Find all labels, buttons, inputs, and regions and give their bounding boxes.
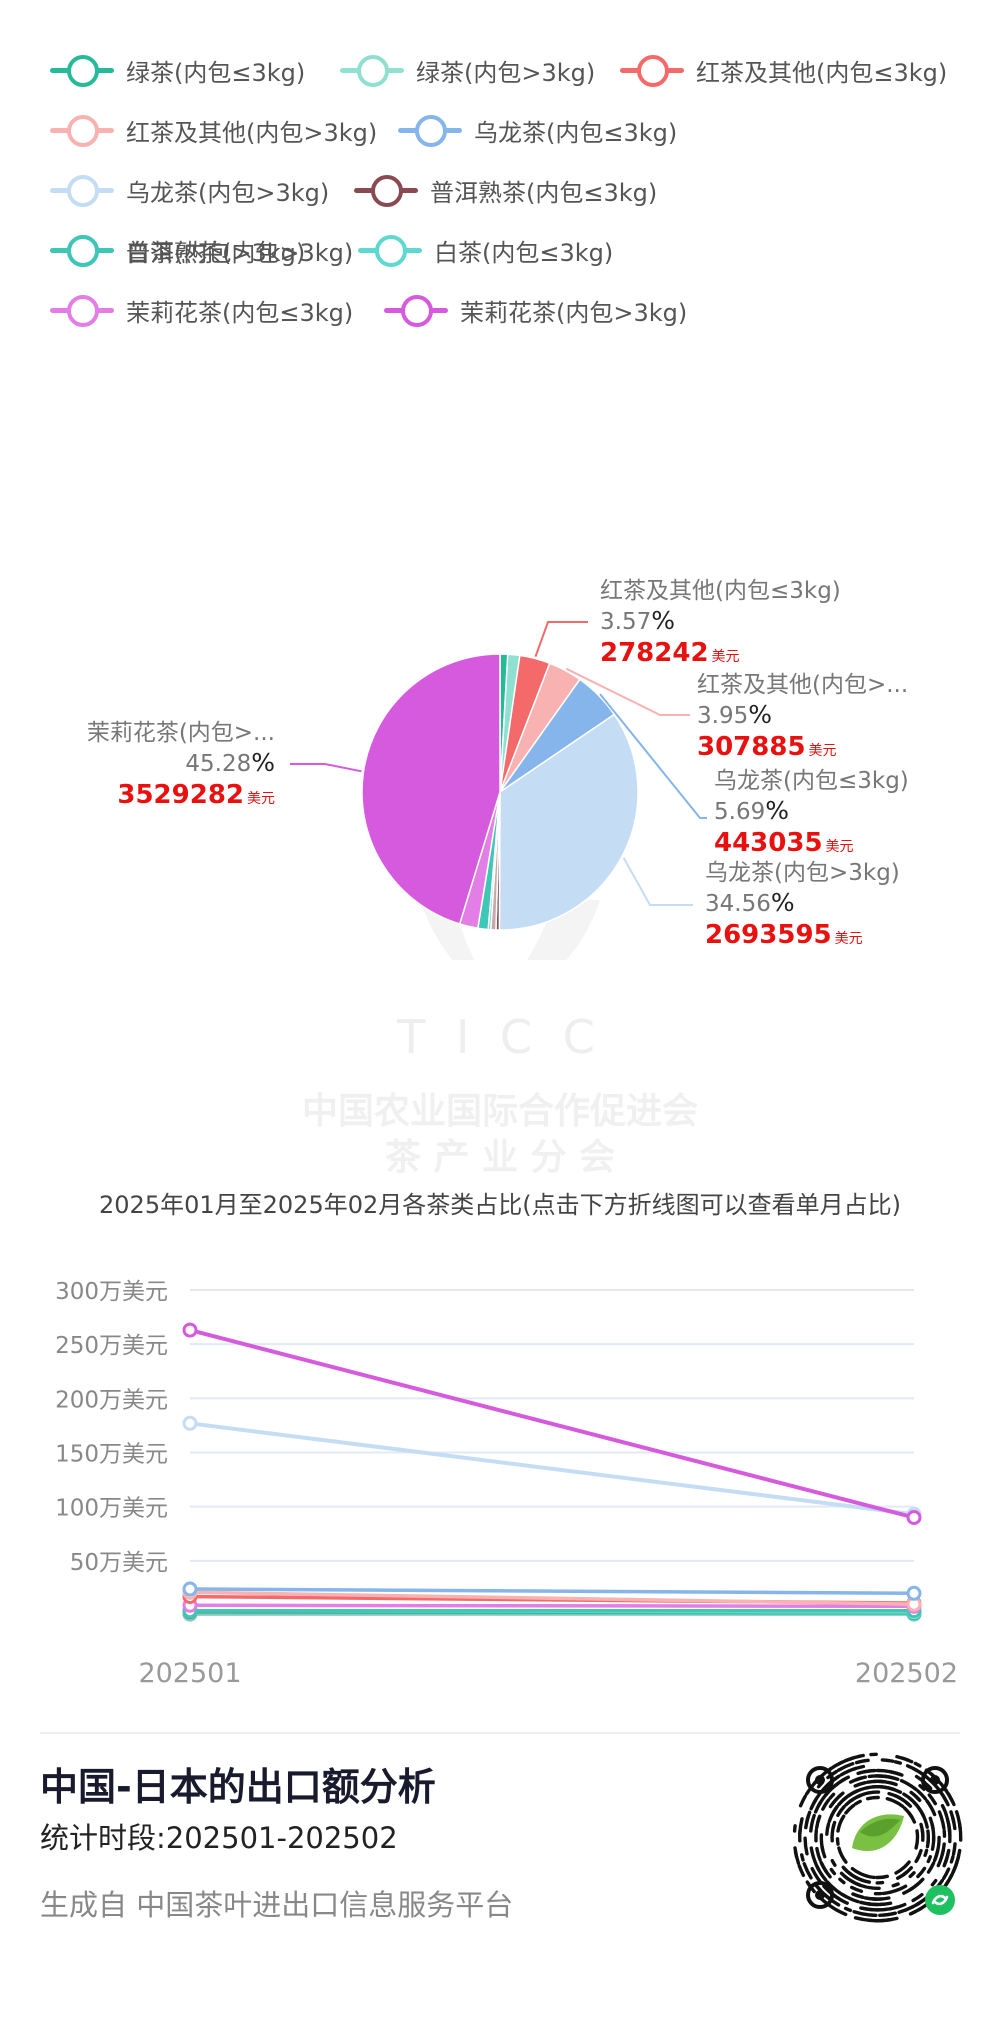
pie-slice[interactable] bbox=[361, 653, 501, 925]
legend-marker-icon bbox=[358, 235, 422, 267]
pie-label-name: 红茶及其他(内包>... bbox=[697, 672, 908, 698]
watermark-leaf-icon bbox=[420, 900, 600, 960]
legend-label: 茉莉花茶(内包≤3kg) bbox=[126, 298, 354, 327]
pie-label-line bbox=[290, 763, 362, 773]
pie-label-line bbox=[622, 857, 693, 906]
series-line[interactable] bbox=[189, 1587, 915, 1596]
watermark-org-line1: 中国农业国际合作促进会 bbox=[301, 1091, 698, 1132]
footer-title: 中国-日本的出口额分析 bbox=[40, 1765, 436, 1809]
data-point[interactable] bbox=[182, 1581, 198, 1597]
pie-label-value: 307885 美元 bbox=[697, 732, 837, 762]
legend-label: 红茶及其他(内包>3kg) bbox=[126, 118, 378, 147]
legend-item[interactable]: 乌龙茶(内包>3kg) bbox=[50, 160, 329, 220]
pie-label-value: 278242 美元 bbox=[600, 638, 740, 668]
y-tick-label: 150万美元 bbox=[55, 1442, 168, 1468]
pie-label-value: 2693595 美元 bbox=[705, 920, 863, 950]
pie-label-value: 3529282 美元 bbox=[117, 780, 275, 810]
legend-row: 乌龙茶(内包>3kg) 普洱熟茶(内包≤3kg) bbox=[50, 160, 980, 220]
legend-item[interactable]: 茉莉花茶(内包>3kg) bbox=[384, 280, 687, 340]
legend-label: 乌龙茶(内包>3kg) bbox=[126, 178, 330, 207]
y-tick-label: 200万美元 bbox=[55, 1387, 168, 1413]
series-line[interactable] bbox=[189, 1421, 915, 1517]
legend-marker-icon bbox=[50, 115, 114, 147]
legend-marker-icon bbox=[384, 295, 448, 327]
legend-marker-icon bbox=[354, 175, 418, 207]
series-line[interactable] bbox=[189, 1328, 915, 1520]
legend-label: 白茶(内包>3kg) bbox=[126, 238, 306, 267]
footer-period: 统计时段:202501-202502 bbox=[40, 1821, 398, 1855]
legend-row: 普洱熟茶(内包>3kg) 白茶(内包≤3kg) 白茶(内包>3kg) bbox=[50, 220, 980, 280]
data-point[interactable] bbox=[906, 1510, 922, 1525]
legend-marker-icon bbox=[620, 55, 684, 87]
legend-row: 茉莉花茶(内包≤3kg) 茉莉花茶(内包>3kg) bbox=[50, 280, 980, 340]
data-point[interactable] bbox=[182, 1322, 198, 1338]
pie-slice[interactable] bbox=[498, 713, 639, 931]
legend-label: 普洱熟茶(内包>3kg) bbox=[126, 238, 354, 267]
y-tick-label: 300万美元 bbox=[55, 1279, 168, 1305]
line-chart[interactable]: 50万美元 100万美元 150万美元 200万美元 250万美元 300万美元 20250… bbox=[0, 1260, 1000, 1700]
legend-marker-icon bbox=[50, 175, 114, 207]
legend-label: 茉莉花茶(内包>3kg) bbox=[460, 298, 688, 327]
pie-label-line bbox=[565, 667, 690, 716]
watermark-letters: T I C C bbox=[397, 1010, 603, 1064]
pie-label-percent: 3.57% bbox=[600, 606, 675, 635]
legend-marker-icon bbox=[50, 55, 114, 87]
y-tick-label: 50万美元 bbox=[70, 1550, 168, 1576]
data-point[interactable] bbox=[906, 1585, 922, 1601]
legend-marker-icon bbox=[340, 55, 404, 87]
pie-caption: 2025年01月至2025年02月各茶类占比(点击下方折线图可以查看单月占比) bbox=[99, 1191, 901, 1219]
pie-label-name: 茉莉花茶(内包>... bbox=[87, 720, 275, 746]
legend-label: 绿茶(内包≤3kg) bbox=[126, 58, 306, 87]
legend-label: 白茶(内包≤3kg) bbox=[434, 238, 614, 267]
pie-label-name: 乌龙茶(内包≤3kg) bbox=[714, 768, 909, 794]
pie-label-percent: 45.28% bbox=[185, 748, 275, 777]
pie-label-line bbox=[534, 621, 588, 657]
legend-marker-icon bbox=[50, 295, 114, 327]
legend-item[interactable]: 乌龙茶(内包≤3kg) bbox=[398, 100, 677, 160]
legend-label: 红茶及其他(内包≤3kg) bbox=[696, 58, 948, 87]
legend-item[interactable]: 红茶及其他(内包≤3kg) bbox=[620, 40, 947, 100]
watermark-org-line2: 茶 产 业 分 会 bbox=[384, 1137, 616, 1178]
legend-label: 绿茶(内包>3kg) bbox=[416, 58, 596, 87]
pie-label-value: 443035 美元 bbox=[714, 828, 854, 858]
pie-label-name: 红茶及其他(内包≤3kg) bbox=[600, 578, 841, 604]
legend: 绿茶(内包≤3kg) 绿茶(内包>3kg) 红茶及其他(内包≤3kg) 红茶及其他(内… bbox=[50, 40, 980, 340]
pie-label-percent: 5.69% bbox=[714, 796, 789, 825]
x-tick-label: 202501 bbox=[138, 1658, 241, 1689]
series-line[interactable] bbox=[189, 1603, 915, 1609]
legend-item[interactable]: 绿茶(内包>3kg) bbox=[340, 40, 595, 100]
pie-chart[interactable]: 红茶及其他(内包≤3kg)3.57% 278242 美元红茶及其他(内包>...3.… bbox=[0, 540, 1000, 960]
pie-label-line bbox=[599, 693, 707, 819]
legend-item[interactable]: 普洱熟茶(内包≤3kg) bbox=[354, 160, 657, 220]
footer-divider bbox=[40, 1732, 960, 1734]
legend-row: 红茶及其他(内包>3kg) 乌龙茶(内包≤3kg) bbox=[50, 100, 980, 160]
legend-marker-icon bbox=[398, 115, 462, 147]
legend-label: 普洱熟茶(内包≤3kg) bbox=[430, 178, 658, 207]
series-line[interactable] bbox=[189, 1590, 915, 1606]
legend-item[interactable]: 红茶及其他(内包>3kg) bbox=[50, 100, 377, 160]
x-tick-label: 202502 bbox=[855, 1658, 958, 1689]
legend-item[interactable]: 绿茶(内包≤3kg) bbox=[50, 40, 305, 100]
y-tick-label: 250万美元 bbox=[55, 1333, 168, 1359]
y-tick-label: 100万美元 bbox=[55, 1496, 168, 1522]
pie-label-name: 乌龙茶(内包>3kg) bbox=[705, 860, 900, 886]
legend-marker-icon bbox=[50, 235, 114, 267]
legend-item[interactable]: 茉莉花茶(内包≤3kg) bbox=[50, 280, 353, 340]
legend-row: 绿茶(内包≤3kg) 绿茶(内包>3kg) 红茶及其他(内包≤3kg) bbox=[50, 40, 980, 100]
pie-label-percent: 34.56% bbox=[705, 888, 795, 917]
footer-source: 生成自 中国茶叶进出口信息服务平台 bbox=[40, 1888, 514, 1922]
mini-program-qr-code[interactable] bbox=[790, 1750, 965, 1925]
legend-item[interactable]: 白茶(内包>3kg) bbox=[50, 220, 305, 280]
legend-label: 乌龙茶(内包≤3kg) bbox=[474, 118, 678, 147]
legend-item[interactable]: 白茶(内包≤3kg) bbox=[358, 220, 613, 280]
data-point[interactable] bbox=[182, 1415, 198, 1431]
pie-label-percent: 3.95% bbox=[697, 700, 772, 729]
